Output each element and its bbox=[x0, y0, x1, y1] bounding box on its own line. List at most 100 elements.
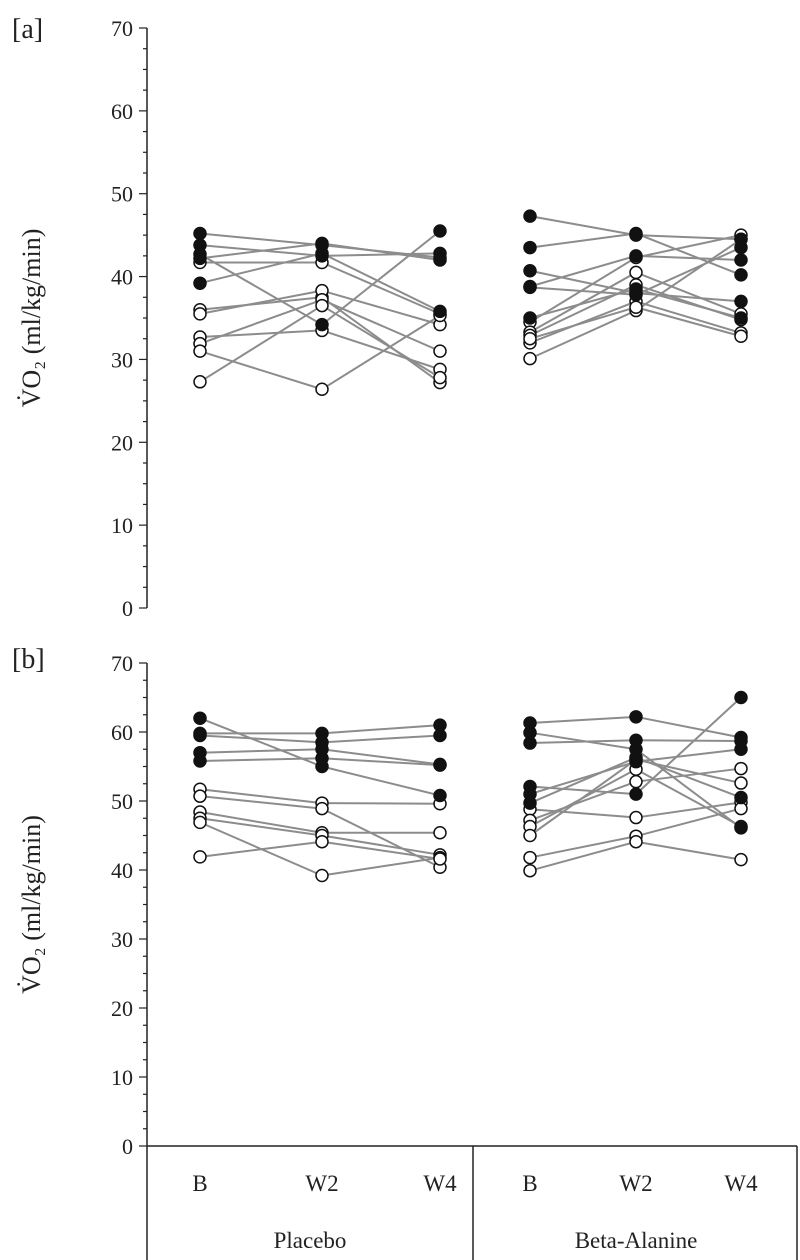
subject-line bbox=[529, 309, 637, 360]
subject-line bbox=[199, 232, 323, 247]
filled-data-point bbox=[734, 742, 748, 756]
filled-data-point bbox=[193, 251, 207, 266]
y-tick-label: 50 bbox=[111, 789, 133, 814]
subject-line bbox=[635, 756, 742, 799]
open-data-point bbox=[315, 801, 329, 816]
subject-line bbox=[321, 314, 441, 391]
open-data-point bbox=[629, 265, 643, 280]
open-data-point bbox=[193, 344, 207, 358]
x-category-label: W4 bbox=[724, 1171, 758, 1196]
filled-data-point bbox=[523, 311, 537, 325]
y-tick-label: 50 bbox=[111, 182, 133, 207]
panel-label: [a] bbox=[12, 14, 43, 45]
open-data-point bbox=[433, 370, 447, 385]
open-data-point bbox=[734, 801, 748, 816]
filled-data-point bbox=[629, 733, 643, 748]
filled-data-point bbox=[315, 317, 329, 332]
filled-data-point bbox=[433, 253, 447, 267]
subject-line bbox=[635, 696, 742, 795]
subject-line bbox=[529, 760, 637, 796]
filled-data-point bbox=[193, 728, 207, 743]
y-tick-label: 10 bbox=[111, 513, 133, 538]
subject-line bbox=[635, 801, 742, 819]
subject-line bbox=[321, 765, 441, 797]
filled-data-point bbox=[734, 311, 748, 325]
subject-line bbox=[635, 306, 742, 338]
subject-line bbox=[199, 296, 323, 311]
filled-data-point bbox=[734, 821, 748, 835]
open-data-point bbox=[315, 834, 329, 849]
subject-line bbox=[529, 808, 637, 819]
subject-line bbox=[321, 734, 441, 744]
y-tick-label: 0 bbox=[122, 1134, 133, 1159]
filled-data-point bbox=[315, 236, 329, 251]
subject-line bbox=[529, 715, 637, 725]
filled-data-point bbox=[523, 796, 537, 810]
subject-line bbox=[199, 350, 323, 391]
open-data-point bbox=[734, 761, 748, 776]
x-category-label: W2 bbox=[619, 1171, 652, 1196]
y-tick-label: 60 bbox=[111, 720, 133, 745]
filled-data-point bbox=[734, 294, 748, 309]
subject-line bbox=[635, 739, 742, 742]
open-data-point bbox=[193, 850, 207, 864]
y-tick-label: 70 bbox=[111, 651, 133, 676]
open-data-point bbox=[734, 329, 748, 343]
panel-a: 0 10 20 30 40 50 60 70 [a] V̇O₂ (ml/kg/min) bbox=[12, 14, 748, 621]
subject-line bbox=[199, 252, 323, 285]
subject-line bbox=[321, 840, 441, 860]
subject-line bbox=[199, 304, 323, 383]
panel-label: [b] bbox=[12, 644, 45, 675]
subject-line bbox=[635, 238, 742, 312]
filled-data-point bbox=[734, 240, 748, 255]
subject-line bbox=[199, 289, 323, 315]
subject-line bbox=[199, 811, 323, 834]
subject-line bbox=[635, 748, 742, 829]
filled-data-point bbox=[433, 788, 447, 803]
subject-line bbox=[635, 715, 742, 739]
subject-line bbox=[321, 329, 441, 371]
x-category-label: B bbox=[192, 1171, 207, 1196]
filled-data-point bbox=[629, 226, 643, 241]
subject-line bbox=[199, 788, 323, 805]
subject-line bbox=[635, 748, 742, 763]
subject-line bbox=[529, 835, 637, 859]
subject-line bbox=[529, 271, 637, 333]
filled-data-point bbox=[734, 253, 748, 267]
subject-line bbox=[635, 232, 742, 276]
y-tick-label: 30 bbox=[111, 927, 133, 952]
open-data-point bbox=[734, 776, 748, 790]
subject-line bbox=[635, 840, 742, 861]
open-data-point bbox=[433, 825, 447, 840]
filled-data-point bbox=[523, 240, 537, 255]
open-data-point bbox=[315, 382, 329, 397]
subject-line bbox=[529, 288, 637, 319]
open-data-point bbox=[433, 344, 447, 358]
subject-line bbox=[529, 739, 637, 745]
y-axis-title: V̇O₂ (ml/kg/min) bbox=[17, 229, 46, 408]
open-data-point bbox=[315, 868, 329, 883]
subject-line bbox=[321, 242, 441, 261]
y-tick-label: 20 bbox=[111, 430, 133, 455]
subject-line bbox=[529, 269, 637, 295]
x-category-label: W2 bbox=[305, 1171, 338, 1196]
subject-line bbox=[321, 757, 441, 767]
filled-data-point bbox=[193, 226, 207, 241]
subject-line bbox=[529, 780, 637, 822]
x-group-label: Beta-Alanine bbox=[575, 1228, 698, 1253]
subject-line bbox=[635, 807, 742, 838]
subject-line bbox=[529, 232, 637, 249]
filled-data-point bbox=[629, 710, 643, 724]
filled-data-point bbox=[315, 751, 329, 765]
x-axis: B W2 W4 B W2 W4 Placebo Beta-Alanine bbox=[146, 1145, 798, 1260]
x-group-label: Placebo bbox=[274, 1228, 347, 1253]
filled-data-point bbox=[734, 268, 748, 282]
subject-line bbox=[529, 840, 637, 872]
filled-data-point bbox=[193, 276, 207, 290]
y-tick-label: 40 bbox=[111, 858, 133, 883]
open-data-point bbox=[523, 828, 537, 843]
subject-line bbox=[199, 242, 323, 260]
filled-data-point bbox=[629, 249, 643, 263]
subject-line bbox=[321, 252, 441, 313]
